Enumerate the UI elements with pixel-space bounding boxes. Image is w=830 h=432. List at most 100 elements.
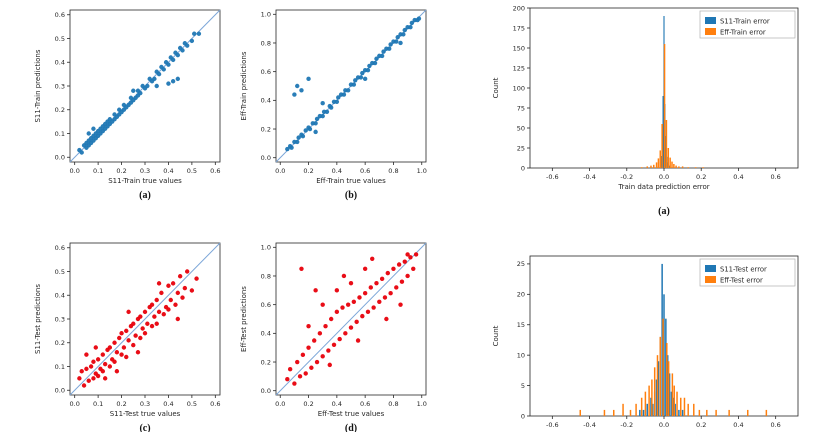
svg-text:25: 25	[517, 260, 525, 268]
svg-text:S11-Test predictions: S11-Test predictions	[34, 284, 42, 354]
svg-text:0.2: 0.2	[116, 167, 126, 175]
svg-text:0.8: 0.8	[388, 167, 398, 175]
svg-text:Train data prediction error: Train data prediction error	[617, 183, 709, 191]
svg-text:0.6: 0.6	[261, 68, 271, 76]
svg-text:0.2: 0.2	[55, 106, 65, 114]
subplot-caption-hist-a: (a)	[658, 206, 670, 217]
svg-text:0.6: 0.6	[210, 167, 220, 175]
svg-text:Eff-Test error: Eff-Test error	[720, 276, 763, 284]
subplot-hist-train: -0.6 -0.4 -0.2 0.0 0.2 0.4 0.6 0 25 50 75 100 125 150…	[488, 0, 818, 218]
svg-text:0.0: 0.0	[275, 167, 285, 175]
svg-text:Eff-Train predictions: Eff-Train predictions	[240, 51, 248, 120]
svg-text:0.3: 0.3	[55, 82, 65, 90]
svg-text:0.2: 0.2	[696, 421, 706, 429]
subplot-caption-a: (a)	[139, 190, 151, 201]
svg-text:0.3: 0.3	[55, 315, 65, 323]
svg-text:0.0: 0.0	[70, 400, 80, 408]
svg-text:200: 200	[513, 4, 525, 12]
svg-text:0.2: 0.2	[303, 400, 313, 408]
svg-text:S11-Test error: S11-Test error	[720, 265, 767, 273]
svg-text:S11-Train predictions: S11-Train predictions	[34, 49, 42, 122]
svg-text:Count: Count	[492, 77, 500, 98]
svg-text:0.6: 0.6	[261, 301, 271, 309]
svg-text:0.2: 0.2	[696, 173, 706, 181]
svg-text:0.4: 0.4	[163, 167, 173, 175]
svg-text:1.0: 1.0	[417, 167, 427, 175]
svg-text:Eff-Train error: Eff-Train error	[720, 28, 766, 36]
svg-text:Eff-Test predictions: Eff-Test predictions	[240, 286, 248, 352]
svg-text:0.0: 0.0	[261, 154, 271, 162]
subplot-s11-test: 0.0 0.1 0.2 0.3 0.4 0.5 0.6 0.0 0.1 0.2 0.3 0.4 0.5 0…	[30, 237, 230, 432]
svg-text:0.6: 0.6	[770, 421, 780, 429]
svg-text:-0.2: -0.2	[620, 173, 633, 181]
svg-text:100: 100	[513, 84, 525, 92]
subplot-caption-d: (d)	[344, 423, 358, 432]
svg-text:0: 0	[521, 164, 525, 172]
svg-text:0.0: 0.0	[55, 154, 65, 162]
svg-text:0.4: 0.4	[733, 421, 743, 429]
svg-text:0.8: 0.8	[261, 272, 271, 280]
svg-text:0.2: 0.2	[261, 125, 271, 133]
svg-text:0.0: 0.0	[659, 421, 669, 429]
svg-text:25: 25	[517, 144, 525, 152]
svg-text:0.0: 0.0	[659, 173, 669, 181]
svg-text:-0.4: -0.4	[583, 173, 596, 181]
svg-text:15: 15	[517, 321, 525, 329]
svg-text:175: 175	[513, 24, 525, 32]
svg-text:0.1: 0.1	[55, 363, 65, 371]
svg-text:0.1: 0.1	[93, 400, 103, 408]
svg-text:0.4: 0.4	[163, 400, 173, 408]
svg-text:Eff-Test true values: Eff-Test true values	[318, 410, 385, 418]
svg-text:0.4: 0.4	[733, 173, 743, 181]
svg-text:0.0: 0.0	[261, 387, 271, 395]
scatter-canvas: 0.0 0.1 0.2 0.3 0.4 0.5 0.6 0.0 0.1 0.2 0.3 0.4 0.5 0…	[34, 9, 220, 185]
svg-text:0.6: 0.6	[770, 173, 780, 181]
svg-text:0.6: 0.6	[210, 400, 220, 408]
svg-text:0.4: 0.4	[261, 330, 271, 338]
svg-text:0.6: 0.6	[360, 167, 370, 175]
svg-text:0.1: 0.1	[55, 130, 65, 138]
svg-text:0.6: 0.6	[55, 11, 65, 19]
svg-text:0.4: 0.4	[332, 400, 342, 408]
histogram-canvas: -0.6 -0.4 -0.2 0.0 0.2 0.4 0.6 0 5 10 15 20 25 Count S…	[492, 255, 799, 429]
svg-text:150: 150	[513, 44, 525, 52]
subplot-caption-b: (b)	[344, 190, 358, 201]
svg-text:S11-Train error: S11-Train error	[720, 17, 770, 25]
subplot-s11-train: 0.0 0.1 0.2 0.3 0.4 0.5 0.6 0.0 0.1 0.2 0.3 0.4 0.5 0…	[30, 4, 230, 202]
svg-text:-0.2: -0.2	[620, 421, 633, 429]
svg-text:50: 50	[517, 124, 525, 132]
scatter-canvas: 0.0 0.2 0.4 0.6 0.8 1.0 0.0 0.2 0.4 0.6 0.8 1.0 Eff-…	[240, 242, 427, 418]
scatter-plot-eff-test: 0.0 0.2 0.4 0.6 0.8 1.0 0.0 0.2 0.4 0.6 0.8 1.0 Eff-…	[236, 237, 436, 423]
subplot-eff-train: 0.0 0.2 0.4 0.6 0.8 1.0 0.0 0.2 0.4 0.6 0.8 1.0 Eff-…	[236, 4, 436, 202]
histogram-train-error: -0.6 -0.4 -0.2 0.0 0.2 0.4 0.6 0 25 50 75 100 125 150…	[488, 0, 818, 206]
svg-text:5: 5	[521, 382, 525, 390]
scatter-plot-s11-train: 0.0 0.1 0.2 0.3 0.4 0.5 0.6 0.0 0.1 0.2 0.3 0.4 0.5 0…	[30, 4, 230, 190]
svg-text:0.3: 0.3	[140, 167, 150, 175]
svg-text:0.8: 0.8	[388, 400, 398, 408]
subplot-hist-test: -0.6 -0.4 -0.2 0.0 0.2 0.4 0.6 0 5 10 15 20 25 Count S…	[488, 248, 818, 432]
svg-text:S11-Train true values: S11-Train true values	[108, 177, 182, 185]
svg-text:0.2: 0.2	[116, 400, 126, 408]
svg-text:1.0: 1.0	[261, 11, 271, 19]
svg-text:-0.4: -0.4	[583, 421, 596, 429]
svg-text:0.0: 0.0	[55, 387, 65, 395]
svg-text:-0.6: -0.6	[546, 173, 559, 181]
scatter-plot-eff-train: 0.0 0.2 0.4 0.6 0.8 1.0 0.0 0.2 0.4 0.6 0.8 1.0 Eff-…	[236, 4, 436, 190]
svg-text:0.6: 0.6	[55, 244, 65, 252]
svg-text:S11-Test true values: S11-Test true values	[110, 410, 181, 418]
svg-text:0.2: 0.2	[55, 339, 65, 347]
svg-text:0.4: 0.4	[332, 167, 342, 175]
svg-text:125: 125	[513, 64, 525, 72]
svg-text:0.0: 0.0	[70, 167, 80, 175]
svg-text:0.5: 0.5	[55, 268, 65, 276]
svg-text:0.8: 0.8	[261, 39, 271, 47]
svg-text:Count: Count	[492, 325, 500, 346]
svg-text:10: 10	[517, 351, 525, 359]
svg-text:0.3: 0.3	[140, 400, 150, 408]
svg-text:75: 75	[517, 104, 525, 112]
histogram-canvas: -0.6 -0.4 -0.2 0.0 0.2 0.4 0.6 0 25 50 75 100 125 150…	[492, 4, 799, 191]
scatter-plot-s11-test: 0.0 0.1 0.2 0.3 0.4 0.5 0.6 0.0 0.1 0.2 0.3 0.4 0.5 0…	[30, 237, 230, 423]
svg-text:0.2: 0.2	[303, 167, 313, 175]
svg-text:0.1: 0.1	[93, 167, 103, 175]
